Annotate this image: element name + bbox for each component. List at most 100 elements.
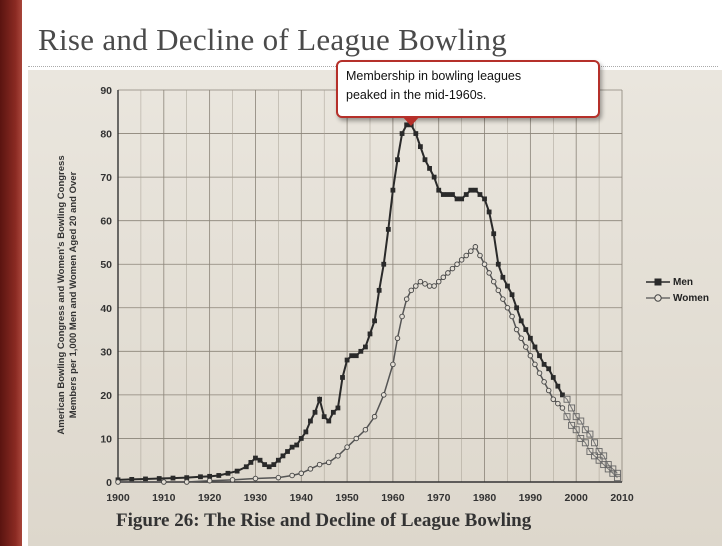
women-data-point bbox=[550, 396, 557, 402]
men-data-point bbox=[381, 261, 387, 267]
women-data-point bbox=[477, 252, 483, 259]
projected-point-women bbox=[586, 448, 594, 455]
women-data-point bbox=[371, 413, 378, 420]
women-data-point bbox=[335, 453, 341, 459]
x-tick-label: 1910 bbox=[152, 492, 176, 504]
men-data-point bbox=[440, 192, 446, 197]
women-data-point bbox=[289, 472, 295, 479]
figure-caption: Figure 26: The Rise and Decline of Leagu… bbox=[116, 510, 532, 531]
slide-accent-bar bbox=[0, 0, 22, 546]
women-data-point bbox=[509, 313, 515, 320]
projected-point-women bbox=[600, 461, 608, 469]
projected-point-men bbox=[591, 439, 598, 447]
projected-point-women bbox=[577, 434, 585, 442]
women-data-point bbox=[445, 270, 451, 276]
women-data-point bbox=[403, 296, 410, 302]
men-data-point bbox=[285, 449, 290, 454]
men-data-point bbox=[326, 418, 332, 424]
men-data-point bbox=[257, 457, 263, 463]
legend-women-swatch bbox=[646, 294, 670, 302]
men-data-point bbox=[427, 166, 432, 171]
men-data-point bbox=[450, 192, 455, 197]
projected-point-women bbox=[572, 426, 580, 434]
men-data-point bbox=[472, 187, 478, 193]
men-data-point bbox=[495, 261, 501, 267]
men-data-point bbox=[216, 473, 222, 478]
men-data-point bbox=[349, 353, 355, 359]
women-data-point bbox=[394, 335, 401, 342]
men-data-point bbox=[353, 353, 359, 359]
legend-item-men: Men bbox=[646, 274, 709, 290]
projected-point-women bbox=[581, 439, 589, 447]
women-data-point bbox=[486, 270, 492, 276]
women-data-point bbox=[490, 278, 497, 285]
women-data-point bbox=[252, 475, 259, 482]
women-data-point bbox=[463, 252, 469, 259]
y-tick-label: 10 bbox=[100, 433, 112, 445]
women-data-point bbox=[536, 370, 543, 376]
projected-point-men bbox=[572, 413, 580, 421]
women-data-point bbox=[298, 470, 305, 477]
projected-point-women bbox=[613, 474, 621, 482]
men-data-point bbox=[523, 327, 529, 332]
projected-point-women bbox=[568, 421, 576, 429]
y-axis-label-line2: Members per 1,000 Men and Women Aged 20 … bbox=[68, 171, 79, 419]
men-data-point bbox=[541, 362, 547, 367]
women-data-point bbox=[353, 435, 360, 442]
projected-point-men bbox=[568, 404, 576, 412]
men-data-point bbox=[335, 405, 341, 411]
women-data-point bbox=[399, 313, 405, 320]
projected-point-women bbox=[563, 413, 571, 421]
women-data-point bbox=[468, 248, 474, 254]
women-data-point bbox=[417, 278, 424, 285]
projected-point-men bbox=[613, 469, 621, 477]
women-data-point bbox=[206, 477, 213, 484]
projected-point-men bbox=[600, 452, 608, 460]
x-tick-label: 1950 bbox=[335, 492, 359, 504]
men-data-point bbox=[321, 414, 327, 420]
men-data-point bbox=[532, 344, 538, 350]
men-data-point bbox=[537, 353, 542, 359]
men-data-point bbox=[248, 460, 254, 465]
men-data-point bbox=[225, 470, 231, 476]
x-tick-label: 1940 bbox=[290, 492, 314, 504]
women-data-point bbox=[559, 405, 566, 411]
women-data-point bbox=[183, 479, 190, 485]
y-tick-label: 80 bbox=[100, 129, 112, 141]
men-data-point bbox=[422, 157, 428, 163]
men-data-point bbox=[312, 409, 318, 415]
men-data-point bbox=[445, 192, 451, 197]
y-tick-label: 90 bbox=[100, 85, 112, 97]
men-data-point bbox=[280, 453, 286, 459]
women-data-point bbox=[161, 479, 167, 485]
men-data-point bbox=[308, 418, 313, 424]
x-tick-label: 1900 bbox=[106, 492, 130, 504]
women-data-point bbox=[422, 281, 428, 287]
men-data-point bbox=[560, 392, 565, 398]
women-data-point bbox=[449, 265, 456, 272]
women-data-point bbox=[513, 326, 520, 333]
men-data-point bbox=[317, 396, 322, 402]
slide-title: Rise and Decline of League Bowling bbox=[38, 22, 508, 57]
women-data-point bbox=[326, 459, 332, 466]
women-data-point bbox=[115, 479, 121, 485]
men-data-point bbox=[294, 442, 300, 448]
men-data-point bbox=[550, 375, 556, 380]
men-data-point bbox=[143, 476, 148, 482]
men-data-point bbox=[399, 131, 405, 136]
x-tick-label: 2010 bbox=[610, 492, 634, 504]
men-data-point bbox=[385, 226, 391, 232]
men-data-point bbox=[340, 375, 345, 380]
y-tick-label: 60 bbox=[100, 216, 112, 228]
women-data-point bbox=[275, 474, 282, 481]
men-data-point bbox=[303, 429, 309, 435]
men-data-point bbox=[518, 318, 524, 324]
men-data-point bbox=[477, 192, 483, 197]
men-data-point bbox=[431, 174, 437, 180]
projected-point-women bbox=[591, 452, 598, 460]
men-data-point bbox=[367, 331, 373, 337]
projected-line-men bbox=[562, 394, 618, 474]
projected-point-men bbox=[604, 461, 612, 469]
legend-item-women: Women bbox=[646, 290, 709, 306]
x-tick-label: 1930 bbox=[244, 492, 268, 504]
